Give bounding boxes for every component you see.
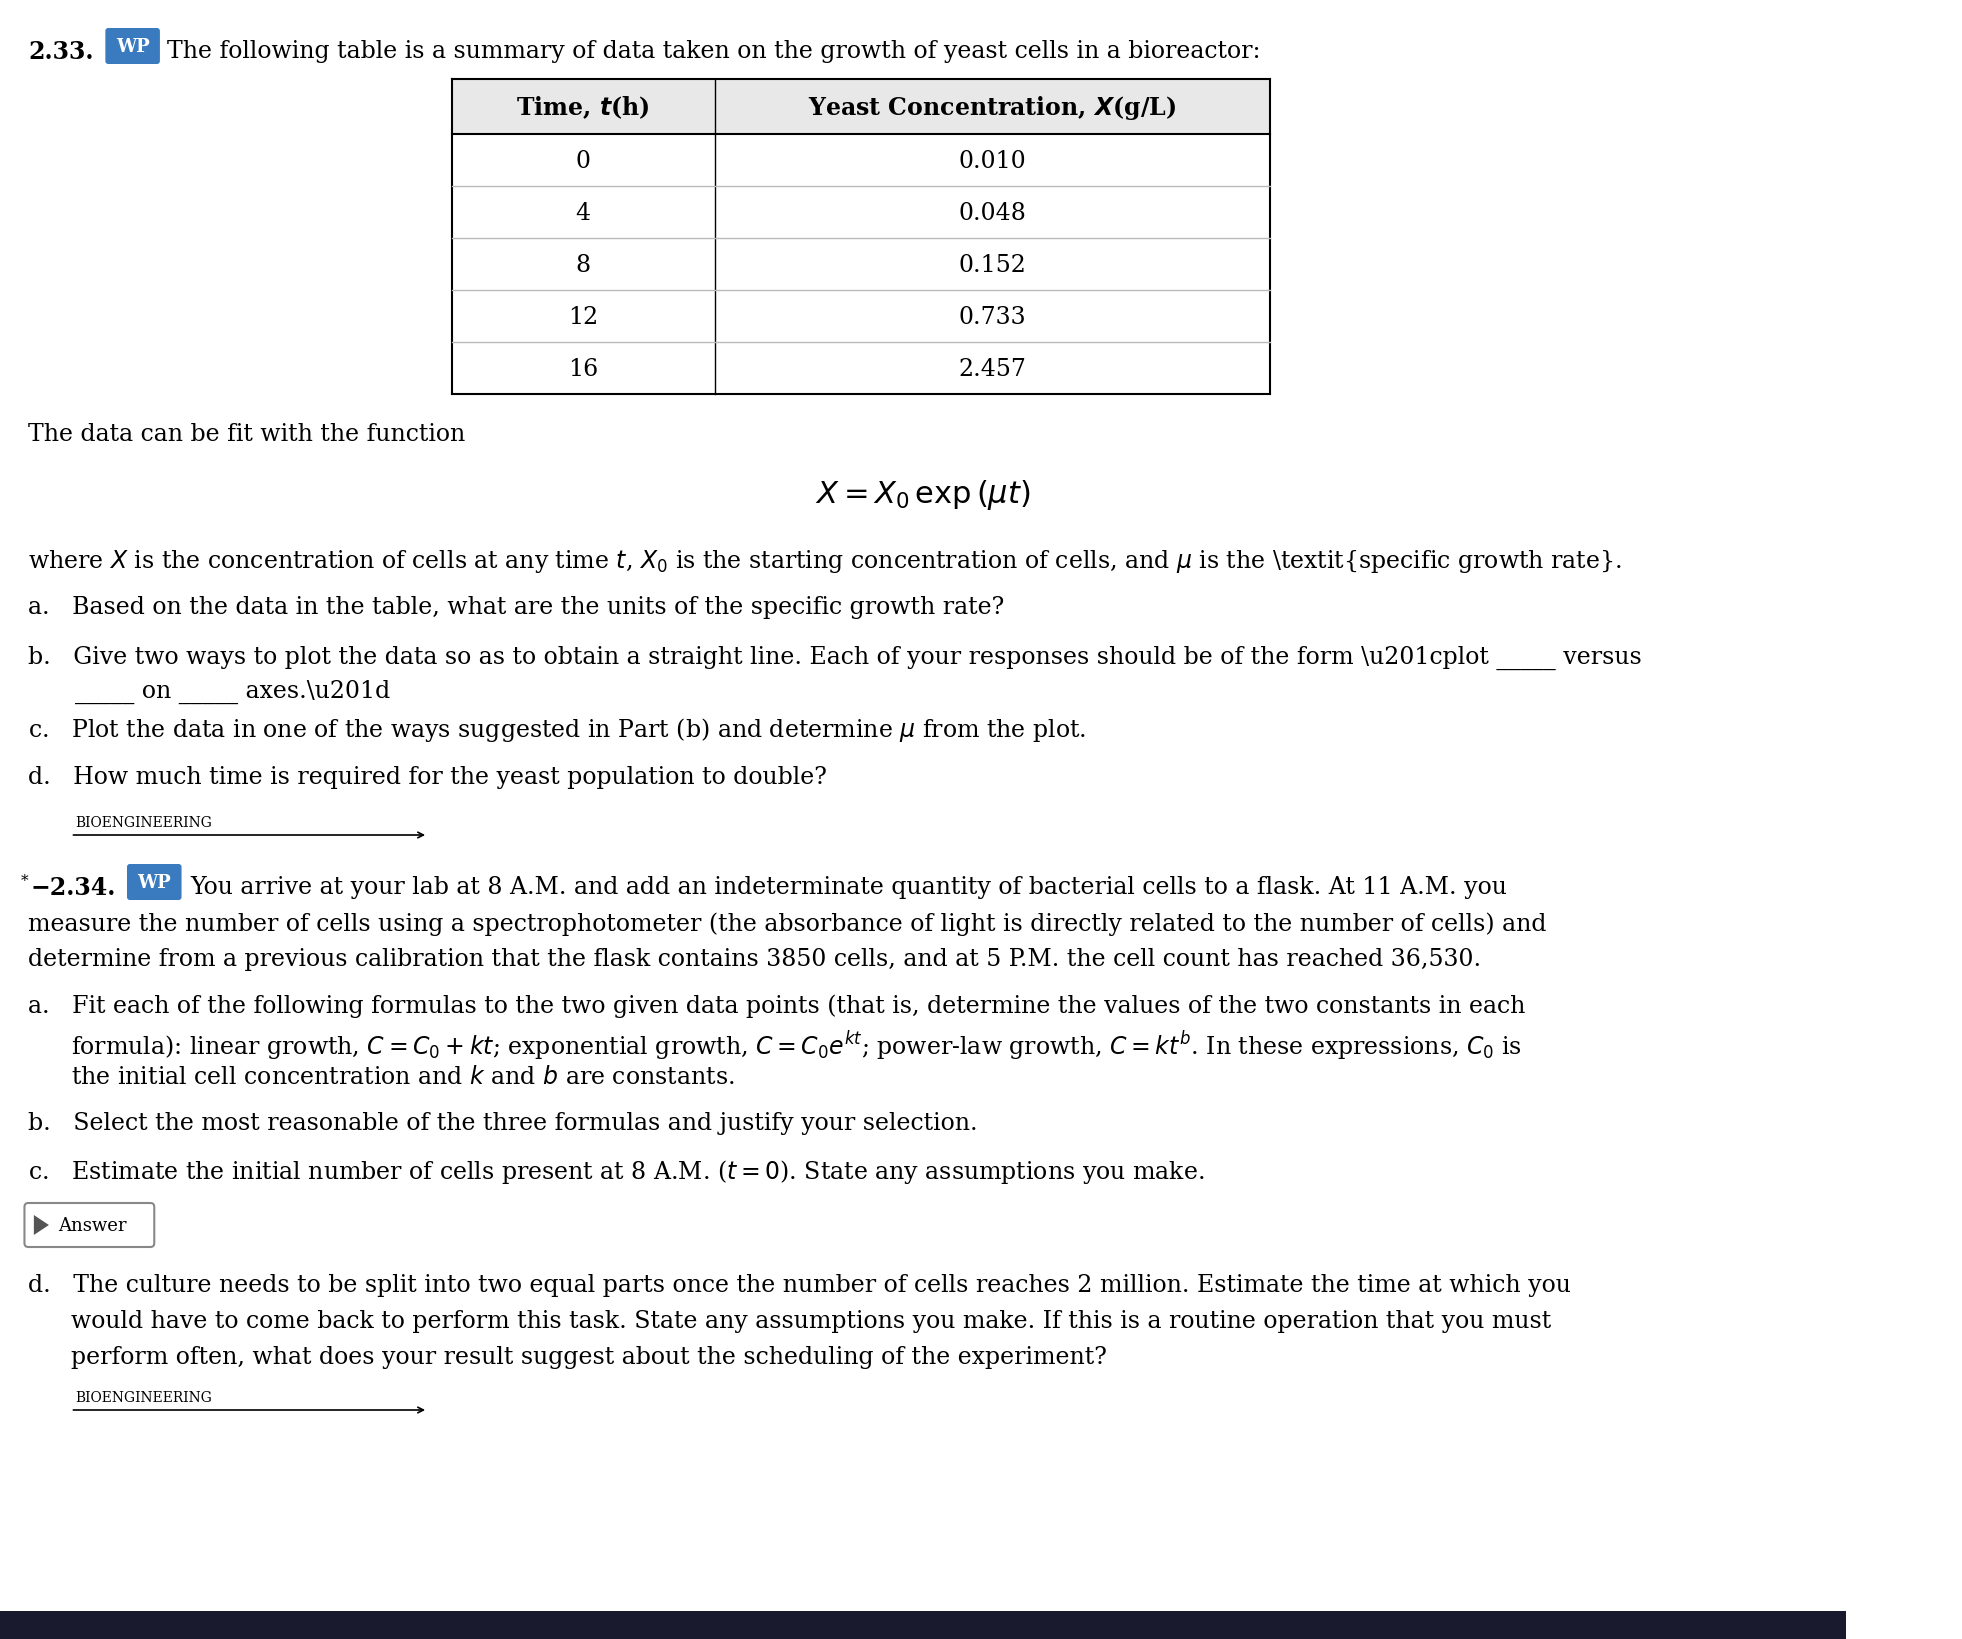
Text: WP: WP	[137, 874, 171, 892]
Text: BIOENGINEERING: BIOENGINEERING	[75, 816, 212, 829]
Text: a.   Fit each of the following formulas to the two given data points (that is, d: a. Fit each of the following formulas to…	[27, 993, 1526, 1016]
Text: where $X$ is the concentration of cells at any time $t$, $X_0$ is the starting c: where $X$ is the concentration of cells …	[27, 547, 1623, 575]
FancyBboxPatch shape	[128, 864, 182, 900]
Text: 8: 8	[575, 254, 591, 277]
Text: determine from a previous calibration that the flask contains 3850 cells, and at: determine from a previous calibration th…	[27, 947, 1481, 970]
Text: WP: WP	[116, 38, 149, 56]
Text: 0.048: 0.048	[959, 202, 1026, 225]
Text: b.   Give two ways to plot the data so as to obtain a straight line. Each of you: b. Give two ways to plot the data so as …	[27, 646, 1642, 670]
Text: 2.33.: 2.33.	[27, 39, 94, 64]
Text: 2.457: 2.457	[959, 357, 1026, 380]
Text: formula): linear growth, $C = C_0 + kt$; exponential growth, $C = C_0e^{kt}$; po: formula): linear growth, $C = C_0 + kt$;…	[71, 1029, 1523, 1062]
Text: the initial cell concentration and $k$ and $b$ are constants.: the initial cell concentration and $k$ a…	[71, 1065, 734, 1088]
Text: _____ on _____ axes.\u201d: _____ on _____ axes.\u201d	[75, 680, 390, 703]
Text: You arrive at your lab at 8 A.M. and add an indeterminate quantity of bacterial : You arrive at your lab at 8 A.M. and add…	[190, 875, 1507, 898]
Text: a.   Based on the data in the table, what are the units of the specific growth r: a. Based on the data in the table, what …	[27, 595, 1005, 618]
Text: 16: 16	[569, 357, 598, 380]
Text: would have to come back to perform this task. State any assumptions you make. If: would have to come back to perform this …	[71, 1310, 1550, 1333]
Text: d.   How much time is required for the yeast population to double?: d. How much time is required for the yea…	[27, 765, 828, 788]
Text: 0.010: 0.010	[959, 149, 1026, 172]
Text: c.   Plot the data in one of the ways suggested in Part (b) and determine $\mu$ : c. Plot the data in one of the ways sugg…	[27, 716, 1087, 744]
Text: Time, $\bfit{t}$(h): Time, $\bfit{t}$(h)	[516, 93, 649, 121]
Text: Yeast Concentration, $\bfit{X}$(g/L): Yeast Concentration, $\bfit{X}$(g/L)	[808, 93, 1177, 121]
Text: 0.152: 0.152	[959, 254, 1026, 277]
Text: d.   The culture needs to be split into two equal parts once the number of cells: d. The culture needs to be split into tw…	[27, 1274, 1572, 1296]
Text: 12: 12	[569, 305, 598, 328]
FancyBboxPatch shape	[106, 30, 161, 66]
Polygon shape	[33, 1214, 49, 1236]
FancyBboxPatch shape	[24, 1203, 155, 1247]
Text: 0: 0	[575, 149, 591, 172]
Bar	[0, 1611, 1846, 1639]
Text: The following table is a summary of data taken on the growth of yeast cells in a: The following table is a summary of data…	[167, 39, 1262, 62]
Text: BIOENGINEERING: BIOENGINEERING	[75, 1390, 212, 1405]
Text: measure the number of cells using a spectrophotometer (the absorbance of light i: measure the number of cells using a spec…	[27, 911, 1546, 934]
Text: perform often, what does your result suggest about the scheduling of the experim: perform often, what does your result sug…	[71, 1346, 1107, 1369]
Text: *: *	[22, 874, 27, 887]
Text: c.   Estimate the initial number of cells present at 8 A.M. ($t = 0$). State any: c. Estimate the initial number of cells …	[27, 1157, 1205, 1185]
Text: 0.733: 0.733	[959, 305, 1026, 328]
Text: 4: 4	[575, 202, 591, 225]
Bar	[451, 80, 1269, 134]
Text: Answer: Answer	[59, 1216, 128, 1234]
Text: b.   Select the most reasonable of the three formulas and justify your selection: b. Select the most reasonable of the thr…	[27, 1111, 977, 1134]
Text: The data can be fit with the function: The data can be fit with the function	[27, 423, 465, 446]
Text: −2.34.: −2.34.	[29, 875, 116, 900]
Text: $X = X_0\,\mathrm{exp}\,(\mu t)$: $X = X_0\,\mathrm{exp}\,(\mu t)$	[814, 477, 1030, 511]
